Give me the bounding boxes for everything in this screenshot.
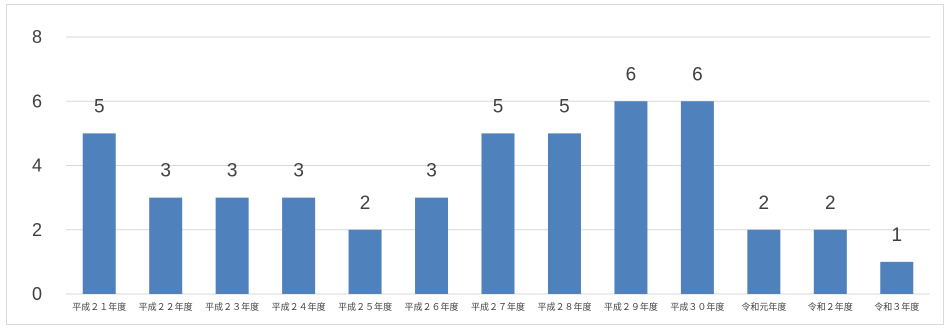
- x-tick-label-7: 平成２７年度: [471, 301, 525, 313]
- data-label-11: 2: [759, 193, 770, 214]
- x-tick-label-3: 平成２３年度: [205, 301, 259, 313]
- bar-7: [481, 133, 515, 294]
- data-label-12: 2: [825, 193, 836, 214]
- bar-12: [813, 229, 847, 294]
- bar-9: [614, 101, 648, 294]
- data-label-10: 6: [692, 64, 703, 85]
- data-label-7: 5: [493, 96, 504, 117]
- x-tick-label-4: 平成２４年度: [272, 301, 326, 313]
- bar-5: [348, 229, 382, 294]
- data-label-8: 5: [559, 96, 570, 117]
- x-tick-label-1: 平成２１年度: [72, 301, 126, 313]
- x-tick-label-2: 平成２２年度: [139, 301, 193, 313]
- bar-2: [149, 197, 183, 294]
- x-tick-label-6: 平成２６年度: [405, 301, 459, 313]
- x-tick-label-13: 令和３年度: [874, 301, 919, 313]
- data-label-1: 5: [94, 96, 105, 117]
- y-tick-label-8: 8: [32, 27, 42, 47]
- data-label-6: 3: [426, 161, 437, 182]
- bar-3: [215, 197, 249, 294]
- x-tick-label-9: 平成２９年度: [604, 301, 658, 313]
- bar-1: [82, 133, 116, 294]
- x-tick-label-12: 令和２年度: [808, 301, 853, 313]
- x-tick-label-11: 令和元年度: [741, 301, 786, 313]
- data-label-4: 3: [293, 161, 304, 182]
- bar-4: [282, 197, 316, 294]
- y-tick-label-4: 4: [32, 156, 42, 176]
- data-label-5: 2: [360, 193, 371, 214]
- x-tick-label-5: 平成２５年度: [338, 301, 392, 313]
- x-tick-label-10: 平成３０年度: [670, 301, 724, 313]
- data-label-2: 3: [160, 161, 171, 182]
- y-tick-label-2: 2: [32, 220, 42, 240]
- data-label-3: 3: [227, 161, 238, 182]
- bar-8: [547, 133, 581, 294]
- bar-11: [747, 229, 781, 294]
- data-label-13: 1: [891, 225, 902, 246]
- bar-6: [415, 197, 449, 294]
- y-tick-label-0: 0: [32, 284, 42, 304]
- data-label-9: 6: [626, 64, 637, 85]
- x-tick-label-8: 平成２８年度: [537, 301, 591, 313]
- bar-13: [880, 261, 914, 294]
- bar-10: [680, 101, 714, 294]
- y-tick-label-6: 6: [32, 91, 42, 111]
